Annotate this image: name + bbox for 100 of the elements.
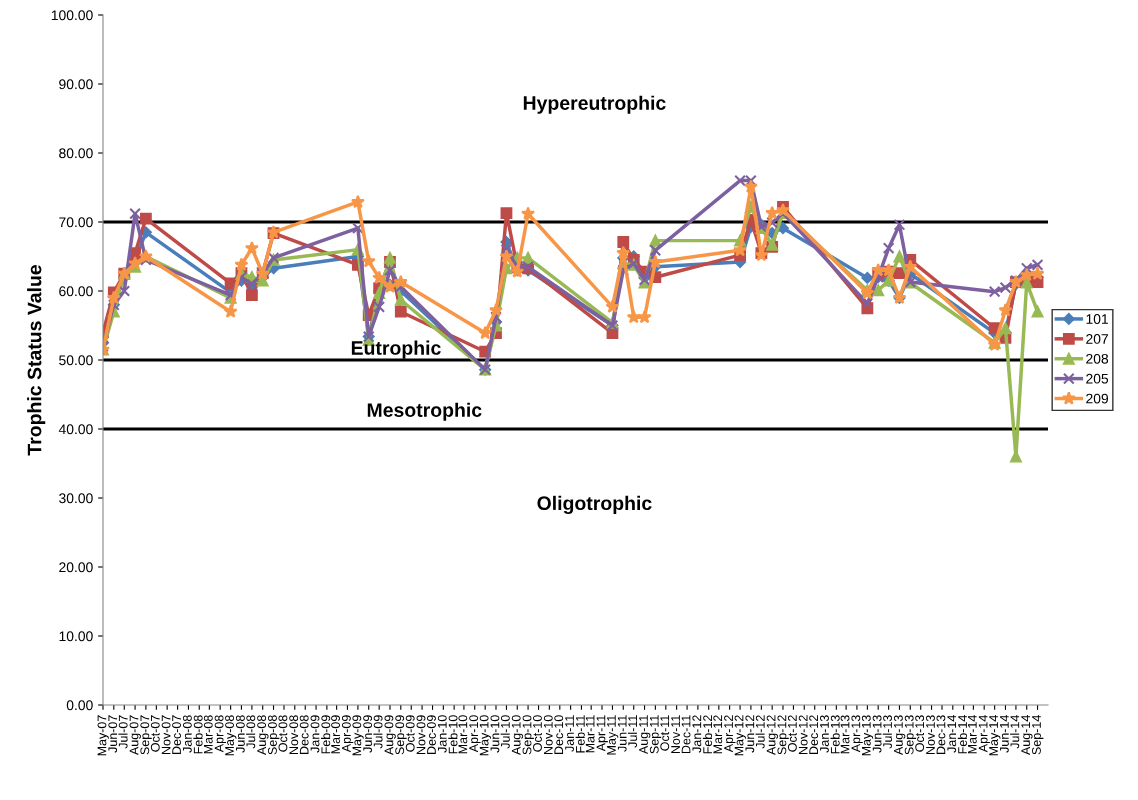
x-tick-label: Aug-10 xyxy=(511,715,524,755)
y-tick-label: 90.00 xyxy=(59,79,93,90)
x-tick-label: Jul-13 xyxy=(882,715,892,749)
x-tick-label: Jan-10 xyxy=(437,715,447,753)
x-tick-label: Sep-07 xyxy=(140,715,152,755)
x-tick-label: Jan-09 xyxy=(310,715,320,753)
annotation: Mesotrophic xyxy=(367,402,482,421)
x-tick-label: Nov-10 xyxy=(543,715,553,754)
y-tick-label: 10.00 xyxy=(59,631,93,642)
x-tick-label: Mar-11 xyxy=(585,715,595,753)
x-tick-label: Dec-08 xyxy=(299,715,309,754)
legend-label: 208 xyxy=(1086,353,1109,364)
x-tick-label: Aug-14 xyxy=(1021,715,1033,755)
x-tick-label: May-12 xyxy=(734,715,746,756)
x-tick-label: Nov-13 xyxy=(926,715,935,754)
y-tick-label: 30.00 xyxy=(59,493,93,504)
x-tick-label: Mar-14 xyxy=(968,715,977,754)
x-tick-label: Feb-13 xyxy=(830,715,840,754)
x-tick-label: May-08 xyxy=(225,715,237,756)
x-tick-label: Dec-10 xyxy=(554,715,564,754)
x-tick-label: Aug-13 xyxy=(893,715,906,755)
y-tick-label: 40.00 xyxy=(58,424,93,435)
x-tick-label: May-09 xyxy=(352,715,364,756)
x-tick-label: Sep-11 xyxy=(649,715,662,754)
x-tick-label: Oct-07 xyxy=(150,715,160,752)
annotation: Hypereutrophic xyxy=(523,95,666,114)
y-tick-label: 0.00 xyxy=(66,700,93,711)
y-tick-label: 20.00 xyxy=(59,562,93,573)
x-tick-label: Jan-11 xyxy=(565,715,574,752)
x-tick-label: Aug-11 xyxy=(639,715,651,755)
x-tick-label: Oct-11 xyxy=(660,715,670,751)
x-tick-label: Nov-12 xyxy=(798,715,808,754)
x-tick-label: Jul-08 xyxy=(246,715,256,749)
y-tick-label: 50.00 xyxy=(59,355,93,366)
x-tick-label: Jun-11 xyxy=(617,715,627,752)
legend-label: 205 xyxy=(1086,373,1109,384)
annotation: Oligotrophic xyxy=(537,495,652,515)
x-tick-label: Apr-14 xyxy=(978,715,991,753)
x-tick-label: Aug-12 xyxy=(766,715,778,755)
x-tick-label: Sep-12 xyxy=(777,715,789,755)
x-tick-label: Dec-12 xyxy=(809,715,819,754)
x-tick-label: Sep-09 xyxy=(395,715,407,755)
x-tick-label: Oct-10 xyxy=(533,715,542,752)
x-tick-label: Nov-09 xyxy=(416,715,426,754)
x-tick-label: Oct-12 xyxy=(787,715,797,752)
x-tick-label: Apr-13 xyxy=(851,715,863,753)
x-tick-label: Aug-07 xyxy=(129,715,141,755)
x-tick-label: Feb-12 xyxy=(702,715,713,754)
x-tick-label: Jul-10 xyxy=(500,715,510,749)
x-tick-label: May-11 xyxy=(607,715,619,755)
x-tick-label: Jun-10 xyxy=(490,715,500,753)
x-tick-label: Aug-09 xyxy=(384,715,396,755)
x-tick-label: May-13 xyxy=(861,715,874,756)
x-tick-label: Jul-09 xyxy=(373,715,383,749)
legend-label: 101 xyxy=(1086,314,1108,324)
x-tick-label: Jul-14 xyxy=(1010,715,1020,749)
x-tick-label: Apr-09 xyxy=(341,715,354,753)
x-tick-label: Mar-09 xyxy=(331,715,340,754)
x-tick-label: Jul-11 xyxy=(627,715,638,748)
x-tick-label: May-07 xyxy=(97,715,109,756)
y-tick-label: 60.00 xyxy=(59,286,93,297)
x-tick-label: Aug-08 xyxy=(257,715,269,755)
annotation: Eutrophic xyxy=(351,340,441,359)
x-tick-label: Oct-08 xyxy=(278,715,288,752)
x-tick-label: Jun-12 xyxy=(745,715,755,753)
x-tick-label: Dec-09 xyxy=(427,715,436,754)
x-tick-label: Feb-14 xyxy=(957,715,967,754)
x-tick-label: Mar-08 xyxy=(203,715,213,754)
x-tick-label: Feb-08 xyxy=(193,715,203,754)
legend-label: 209 xyxy=(1086,393,1109,404)
x-tick-label: Sep-14 xyxy=(1032,715,1044,755)
x-tick-label: Jan-12 xyxy=(692,715,702,753)
x-tick-label: Apr-10 xyxy=(469,715,481,753)
x-tick-label: Sep-10 xyxy=(522,715,534,755)
x-tick-label: Jun-09 xyxy=(363,715,373,753)
x-tick-label: May-14 xyxy=(989,715,1001,756)
y-tick-label: 100.00 xyxy=(51,10,93,21)
x-tick-label: Feb-10 xyxy=(448,715,458,754)
y-tick-label: 70.00 xyxy=(59,217,93,228)
y-tick-label: 80.00 xyxy=(59,148,93,159)
x-tick-label: Sep-13 xyxy=(904,715,917,755)
x-tick-label: Feb-09 xyxy=(321,715,331,754)
x-tick-label: Jul-07 xyxy=(118,715,128,749)
x-tick-label: Mar-13 xyxy=(840,715,850,754)
x-tick-label: Jan-14 xyxy=(947,715,957,753)
x-tick-label: Mar-10 xyxy=(458,715,468,754)
x-tick-label: Dec-11 xyxy=(681,715,691,754)
y-axis-title: Trophic Status Value xyxy=(27,265,46,456)
x-tick-label: Jun-13 xyxy=(872,715,882,753)
x-tick-label: Jan-08 xyxy=(182,715,192,753)
x-tick-label: Jun-08 xyxy=(235,715,245,753)
x-tick-label: Jun-07 xyxy=(108,715,118,753)
x-tick-label: Sep-08 xyxy=(268,715,280,755)
x-tick-label: Jul-12 xyxy=(755,715,765,749)
x-tick-label: Nov-11 xyxy=(671,715,680,754)
x-tick-label: Jun-14 xyxy=(1000,715,1009,753)
x-tick-label: Dec-13 xyxy=(936,715,946,754)
x-tick-label: Apr-08 xyxy=(214,715,226,753)
x-tick-label: Dec-07 xyxy=(172,715,181,754)
x-tick-label: Oct-13 xyxy=(915,715,925,752)
